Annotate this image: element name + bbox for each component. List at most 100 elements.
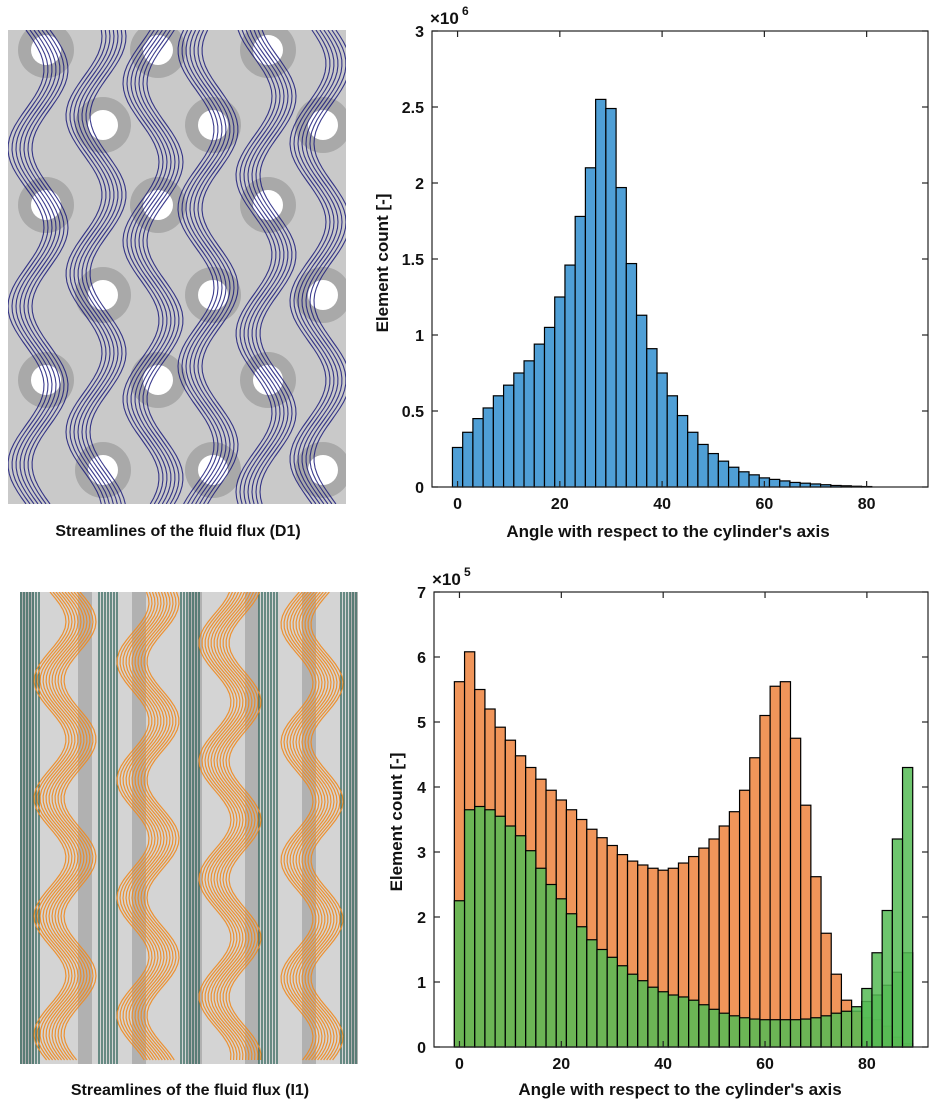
streamline — [57, 592, 91, 1061]
histogram-bar — [504, 825, 517, 1048]
y-tick-label: 3 — [417, 845, 426, 862]
streamline — [85, 30, 123, 504]
streamline — [247, 30, 285, 504]
histogram-bar — [545, 883, 557, 1048]
histogram-bar — [738, 1017, 751, 1048]
x-tick-label: 60 — [756, 1056, 774, 1073]
streamline — [305, 30, 343, 504]
x-tick-label: 80 — [858, 1056, 876, 1073]
x-axis-label: Angle with respect to the cylinder's axi… — [518, 1080, 841, 1099]
histogram-bar — [789, 1019, 802, 1048]
streamline — [122, 30, 160, 504]
streamline — [310, 592, 344, 1061]
histogram-bar — [769, 1019, 781, 1048]
histogram-bar — [555, 898, 568, 1048]
streamline — [8, 30, 45, 504]
streamline — [295, 592, 329, 1061]
streamline — [134, 30, 172, 504]
streamline — [11, 30, 49, 504]
tissue-column — [132, 592, 146, 1064]
y-axis-label: Element count [-] — [387, 753, 406, 892]
streamline — [243, 30, 281, 504]
y-tick-label: 0 — [417, 1040, 426, 1057]
streamline — [143, 592, 177, 1061]
streamline — [198, 592, 232, 1061]
histogram-bar — [820, 1015, 832, 1048]
streamline — [289, 592, 323, 1061]
y-tick-label: 2 — [415, 176, 424, 193]
histogram-bar — [637, 980, 649, 1048]
streamline — [301, 592, 335, 1061]
histogram-bar — [626, 973, 639, 1048]
histogram-bar — [596, 948, 608, 1048]
pore — [88, 110, 118, 140]
streamline — [125, 592, 159, 1061]
streamline — [289, 30, 327, 504]
streamline — [292, 592, 326, 1061]
caption-i1: Streamlines of the fluid flux (I1) — [70, 1082, 310, 1099]
streamline — [251, 30, 289, 504]
y-exponent-base: ×10 — [430, 9, 459, 28]
histogram-bar — [647, 986, 659, 1048]
histogram-bar — [749, 1018, 761, 1048]
histogram-bar — [677, 996, 690, 1048]
histogram-bar — [698, 1004, 710, 1048]
streamline — [122, 592, 156, 1061]
streamline — [128, 592, 162, 1061]
streamline — [181, 30, 219, 504]
histogram-bar — [840, 1010, 853, 1048]
histogram-bar — [830, 1012, 843, 1048]
y-tick-label: 6 — [417, 650, 426, 667]
streamline-image-d1 — [8, 30, 346, 504]
streamline — [313, 30, 346, 504]
streamline — [210, 592, 244, 1061]
streamline — [304, 592, 338, 1061]
streamline — [27, 30, 65, 504]
streamline — [73, 30, 111, 504]
y-tick-label: 2 — [417, 910, 426, 927]
histogram-bar — [728, 811, 741, 1048]
y-tick-label: 4 — [417, 780, 426, 797]
histogram-bar — [901, 766, 914, 1048]
histogram-bar — [718, 1012, 730, 1048]
streamline — [197, 30, 235, 504]
y-exponent-power: 6 — [462, 4, 469, 18]
streamline — [201, 592, 235, 1061]
streamline — [131, 592, 165, 1061]
histogram-bar — [728, 1015, 741, 1048]
streamline — [259, 30, 297, 504]
streamline — [77, 30, 115, 504]
histogram-bar — [708, 1008, 720, 1048]
streamline — [51, 592, 85, 1061]
histogram-bar — [474, 805, 486, 1048]
streamline — [63, 592, 97, 1061]
streamline — [36, 592, 70, 1061]
histogram-bar — [851, 1006, 863, 1048]
tissue-column — [78, 592, 92, 1064]
streamline — [193, 30, 231, 504]
x-axis-label: Angle with respect to the cylinder's axi… — [506, 522, 829, 541]
streamline — [309, 30, 346, 504]
streamline — [39, 592, 73, 1061]
histogram-bar — [565, 913, 578, 1048]
x-tick-label: 0 — [453, 496, 462, 513]
streamline — [89, 30, 127, 504]
histogram-bar — [800, 804, 812, 1048]
streamline — [293, 30, 331, 504]
x-tick-label: 80 — [858, 496, 876, 513]
streamline — [283, 592, 317, 1061]
streamline — [140, 592, 174, 1061]
streamline-image-i1 — [20, 592, 358, 1064]
histogram-bar — [586, 939, 598, 1048]
histogram-bar — [494, 815, 506, 1048]
streamline — [301, 30, 339, 504]
y-tick-label: 1 — [415, 328, 424, 345]
streamline — [137, 592, 171, 1061]
y-tick-label: 1 — [417, 975, 426, 992]
streamline — [119, 592, 153, 1061]
streamline — [146, 592, 180, 1061]
streamline — [48, 592, 82, 1061]
streamline — [45, 592, 79, 1061]
histogram-bar — [514, 835, 527, 1048]
